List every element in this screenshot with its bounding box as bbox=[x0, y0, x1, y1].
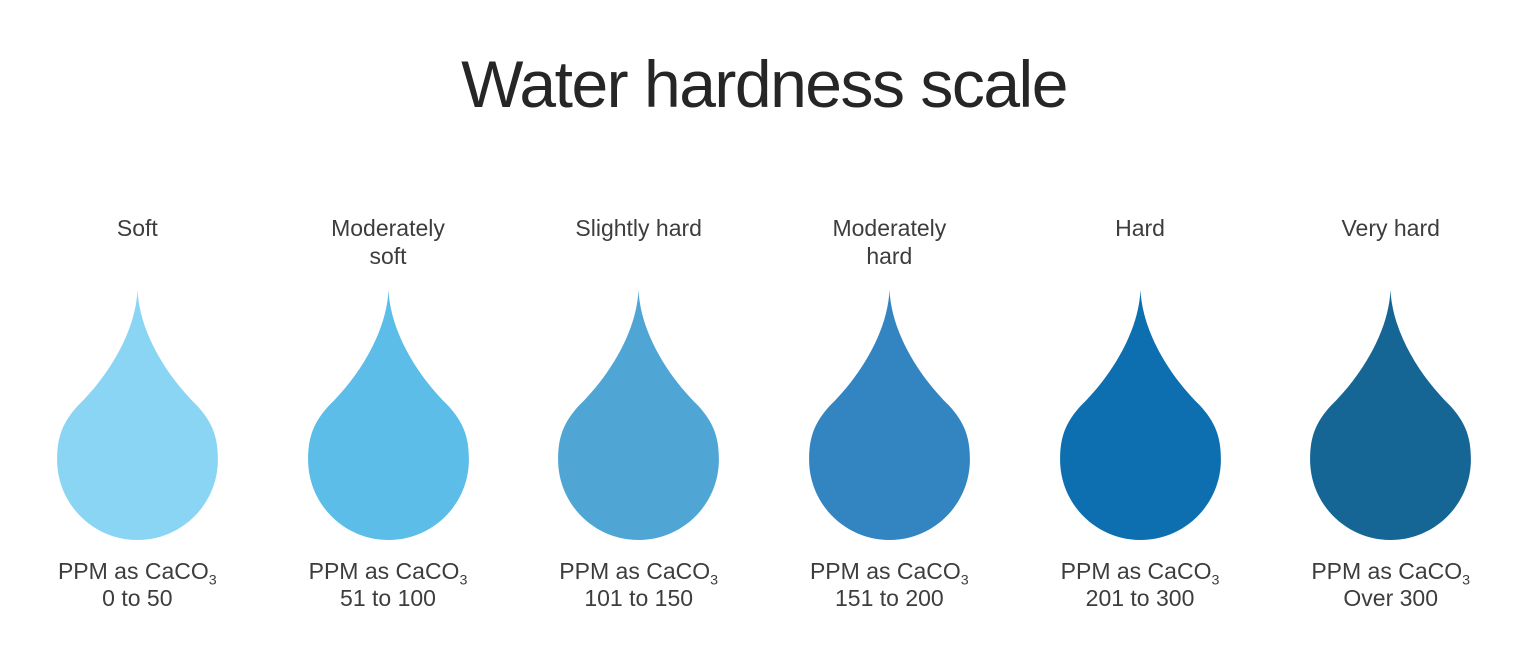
level-name: Soft bbox=[116, 215, 158, 241]
level-name: Moderately soft bbox=[331, 215, 445, 269]
water-drop-icon bbox=[808, 289, 970, 540]
hardness-level-soft: Soft PPM as CaCO3 0 to 50 bbox=[12, 214, 263, 612]
water-drop-shape bbox=[808, 289, 970, 540]
water-drop-icon bbox=[307, 289, 469, 540]
ppm-range: 51 to 100 bbox=[340, 585, 436, 611]
ppm-range: 0 to 50 bbox=[102, 585, 173, 611]
water-drop-shape bbox=[56, 289, 218, 540]
hardness-levels-row: Soft PPM as CaCO3 0 to 50 Moderately sof… bbox=[0, 214, 1528, 612]
hardness-level-moderately-hard: Moderately hard PPM as CaCO3 151 to 200 bbox=[764, 214, 1015, 612]
ppm-unit-line: PPM as CaCO3 bbox=[57, 558, 217, 589]
hardness-level-very-hard: Very hard PPM as CaCO3 Over 300 bbox=[1265, 214, 1516, 612]
hardness-level-moderately-soft: Moderately soft PPM as CaCO3 51 to 100 bbox=[263, 214, 514, 612]
ppm-label: PPM as CaCO3 51 to 100 bbox=[309, 558, 468, 612]
water-drop-shape bbox=[1059, 289, 1221, 540]
hardness-level-slightly-hard: Slightly hard PPM as CaCO3 101 to 150 bbox=[513, 214, 764, 612]
level-name: Slightly hard bbox=[575, 215, 702, 241]
water-drop-icon bbox=[1059, 289, 1221, 540]
ppm-unit-line: PPM as CaCO3 bbox=[308, 558, 468, 589]
hardness-level-hard: Hard PPM as CaCO3 201 to 300 bbox=[1015, 214, 1266, 612]
water-drop-icon bbox=[558, 289, 720, 540]
water-drop-shape bbox=[1310, 289, 1472, 540]
ppm-label: PPM as CaCO3 101 to 150 bbox=[559, 558, 718, 612]
level-name: Very hard bbox=[1341, 215, 1440, 241]
level-name: Hard bbox=[1115, 215, 1165, 241]
ppm-range: 201 to 300 bbox=[1085, 585, 1195, 611]
ppm-label: PPM as CaCO3 201 to 300 bbox=[1061, 558, 1220, 612]
ppm-label: PPM as CaCO3 151 to 200 bbox=[810, 558, 969, 612]
ppm-unit-line: PPM as CaCO3 bbox=[809, 558, 969, 589]
ppm-range: 151 to 200 bbox=[834, 585, 944, 611]
ppm-unit-line: PPM as CaCO3 bbox=[1060, 558, 1220, 589]
water-drop-shape bbox=[558, 289, 720, 540]
water-drop-shape bbox=[307, 289, 469, 540]
page-title: Water hardness scale bbox=[461, 47, 1068, 121]
ppm-range: Over 300 bbox=[1343, 585, 1438, 611]
ppm-range: 101 to 150 bbox=[584, 585, 694, 611]
ppm-unit-line: PPM as CaCO3 bbox=[1311, 558, 1471, 589]
ppm-label: PPM as CaCO3 Over 300 bbox=[1311, 558, 1470, 612]
level-name: Moderately hard bbox=[832, 215, 947, 269]
water-drop-icon bbox=[56, 289, 218, 540]
ppm-unit-line: PPM as CaCO3 bbox=[559, 558, 719, 589]
water-drop-icon bbox=[1310, 289, 1472, 540]
ppm-label: PPM as CaCO3 0 to 50 bbox=[58, 558, 217, 612]
